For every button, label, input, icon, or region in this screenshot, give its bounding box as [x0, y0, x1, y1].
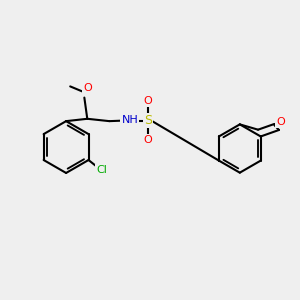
- Text: O: O: [143, 96, 152, 106]
- Text: O: O: [277, 117, 285, 127]
- Text: O: O: [83, 83, 92, 93]
- Text: O: O: [143, 135, 152, 145]
- Text: NH: NH: [122, 115, 138, 125]
- Text: Cl: Cl: [96, 165, 107, 175]
- Text: S: S: [144, 114, 152, 127]
